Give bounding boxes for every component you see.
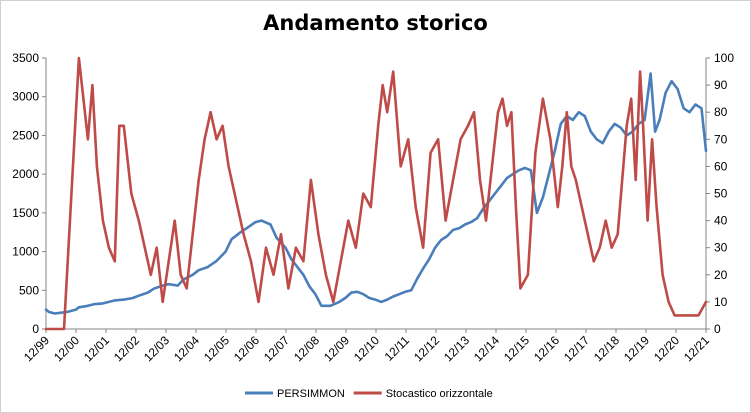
x-tick-label: 12/04 xyxy=(171,333,202,364)
y-left-tick-label: 0 xyxy=(32,322,39,336)
x-tick-label: 12/10 xyxy=(351,333,382,364)
series-line-persimmon xyxy=(44,72,708,315)
x-tick-label: 12/08 xyxy=(291,333,322,364)
y-left-tick-label: 1500 xyxy=(12,206,39,220)
x-tick-label: 12/06 xyxy=(231,333,262,364)
y-right-tick-label: 30 xyxy=(714,241,728,255)
x-tick-label: 12/15 xyxy=(501,333,532,364)
y-right-tick-label: 100 xyxy=(714,51,734,65)
y-right-tick-label: 70 xyxy=(714,132,728,146)
x-tick-label: 12/11 xyxy=(382,333,413,364)
y-right-tick-label: 80 xyxy=(714,105,728,119)
y-right-tick-label: 60 xyxy=(714,159,728,173)
y-left-tick-label: 1000 xyxy=(12,245,39,259)
x-tick-label: 12/13 xyxy=(441,333,472,364)
series-line-stocastico xyxy=(44,56,708,331)
x-tick-label: 12/14 xyxy=(471,333,502,364)
x-tick-label: 12/01 xyxy=(81,333,112,364)
y-right-tick-label: 0 xyxy=(714,322,721,336)
x-tick-label: 12/00 xyxy=(51,333,82,364)
x-tick-label: 12/18 xyxy=(591,333,622,364)
y-right-tick-label: 20 xyxy=(714,268,728,282)
y-left-tick-label: 500 xyxy=(19,283,39,297)
x-tick-label: 12/21 xyxy=(681,333,712,364)
y-left-tick-label: 3000 xyxy=(12,90,39,104)
y-right-tick-label: 10 xyxy=(714,295,728,309)
x-tick-label: 12/17 xyxy=(561,333,592,364)
x-tick-label: 12/12 xyxy=(411,333,442,364)
y-right-tick-label: 40 xyxy=(714,214,728,228)
y-left-tick-label: 3500 xyxy=(12,51,39,65)
x-tick-label: 12/16 xyxy=(531,333,562,364)
x-tick-label: 12/02 xyxy=(111,333,142,364)
x-tick-label: 12/09 xyxy=(321,333,352,364)
y-left-tick-label: 2000 xyxy=(12,167,39,181)
y-right-tick-label: 50 xyxy=(714,187,728,201)
x-tick-label: 12/05 xyxy=(201,333,232,364)
y-right-tick-label: 90 xyxy=(714,78,728,92)
legend-label: PERSIMMON xyxy=(277,388,345,400)
chart-title: Andamento storico xyxy=(263,11,488,35)
x-tick-label: 12/99 xyxy=(21,333,52,364)
legend-label: Stocastico orizzontale xyxy=(386,388,493,400)
x-tick-label: 12/03 xyxy=(141,333,172,364)
x-tick-label: 12/20 xyxy=(651,333,682,364)
x-tick-label: 12/19 xyxy=(621,333,652,364)
x-tick-label: 12/07 xyxy=(261,333,292,364)
y-left-tick-label: 2500 xyxy=(12,128,39,142)
